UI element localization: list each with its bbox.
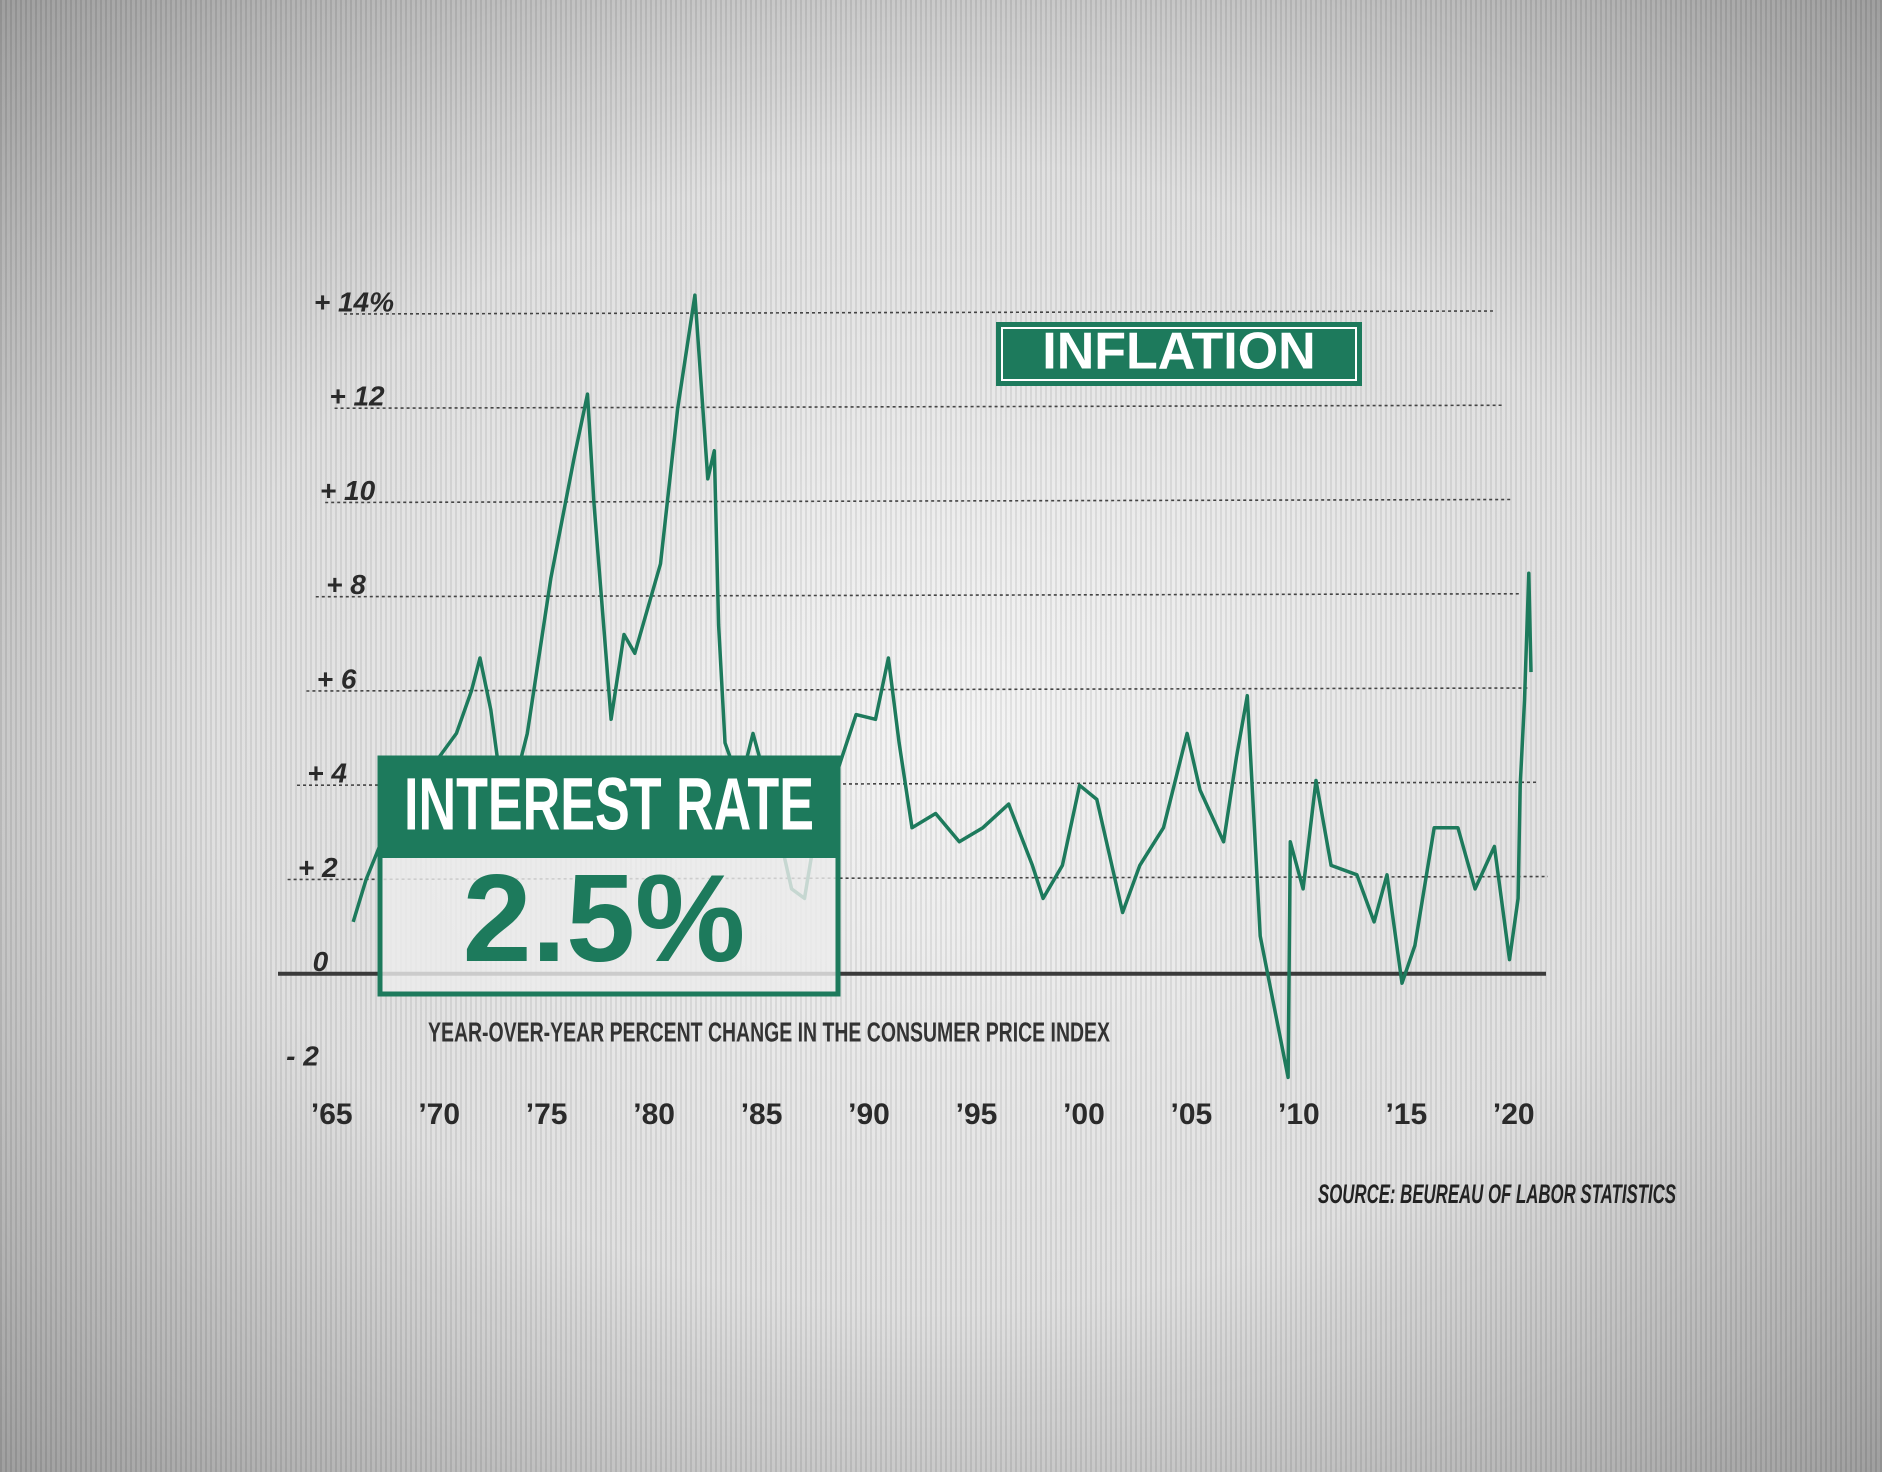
x-tick-label: ’00 (1063, 1098, 1105, 1131)
x-tick-label: ’20 (1493, 1098, 1535, 1131)
title-box-border (1001, 327, 1357, 381)
grid-line (343, 310, 1495, 315)
annotation-value: 2.5% (463, 850, 746, 988)
y-tick-label: - 2 (286, 1040, 319, 1071)
y-tick-label: 0 (313, 946, 329, 977)
x-tick-label: ’75 (526, 1098, 568, 1131)
y-tick-label: + 12 (329, 381, 385, 412)
x-tick-label: ’70 (418, 1098, 460, 1131)
x-tick-label: ’80 (633, 1098, 675, 1131)
inflation-line (351, 293, 1533, 1080)
y-tick-label: + 10 (320, 475, 376, 506)
chart-title: INFLATION (1042, 323, 1315, 381)
title-box (996, 322, 1362, 386)
source-note: SOURCE: BEUREAU OF LABOR STATISTICS (1318, 1179, 1676, 1209)
annotation-title: INTEREST RATE (404, 763, 814, 846)
x-tick-label: ’10 (1278, 1098, 1320, 1131)
y-tick-label: + 14% (314, 286, 394, 317)
y-tick-label: + 4 (307, 758, 347, 789)
y-tick-label: + 6 (317, 663, 357, 694)
y-tick-label: + 8 (326, 569, 366, 600)
plot (351, 293, 1533, 1080)
y-tick-label: + 2 (298, 852, 338, 883)
grid-line (334, 404, 1504, 410)
chart-subtitle: YEAR-OVER-YEAR PERCENT CHANGE IN THE CON… (428, 1016, 1110, 1047)
grid-line (325, 498, 1513, 504)
x-tick-label: ’15 (1385, 1098, 1427, 1131)
x-tick-label: ’95 (956, 1098, 998, 1131)
grid-line (315, 592, 1522, 598)
x-tick-label: ’90 (848, 1098, 890, 1131)
x-tick-label: ’85 (741, 1098, 783, 1131)
x-tick-label: ’05 (1171, 1098, 1213, 1131)
grid-line (306, 687, 1531, 692)
annotation-header (380, 758, 838, 858)
x-tick-label: ’65 (311, 1098, 353, 1131)
